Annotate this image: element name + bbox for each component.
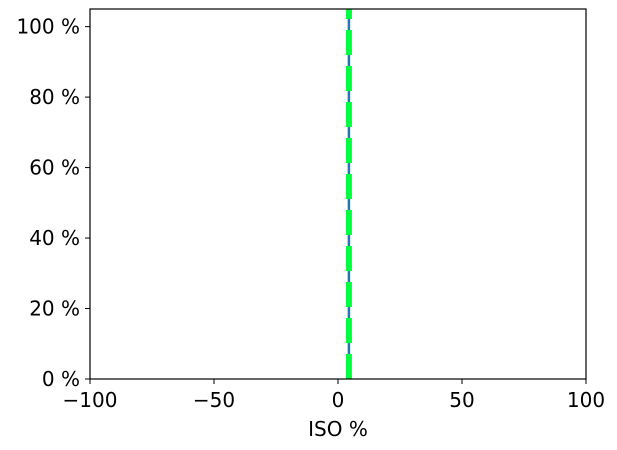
y-tick-label: 20 % [29,297,80,321]
y-tick-label: 60 % [29,156,80,180]
plot-frame [89,8,587,380]
x-tick-label: −100 [63,388,118,412]
x-tick-label: 50 [449,388,474,412]
x-tick-label: −50 [193,388,235,412]
x-axis-label: ISO % [308,417,368,441]
y-tick-label: 0 % [42,367,80,391]
y-tick-label: 100 % [16,15,80,39]
x-tick-label: 100 [567,388,605,412]
x-axis: −100 −50 0 50 100 [63,379,605,412]
y-tick-label: 80 % [29,85,80,109]
y-tick-label: 40 % [29,226,80,250]
y-axis: 0 % 20 % 40 % 60 % 80 % 100 % [16,15,90,391]
x-tick-label: 0 [332,388,345,412]
